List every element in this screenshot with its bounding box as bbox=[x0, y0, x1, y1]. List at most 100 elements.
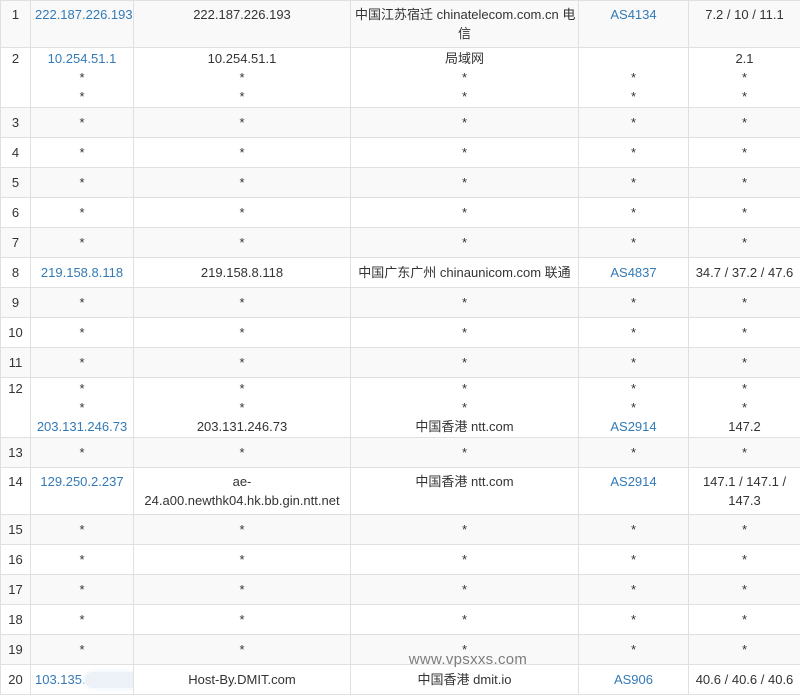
location-cell: * * 中国香港 ntt.com bbox=[350, 377, 579, 438]
hostname-cell: * bbox=[133, 347, 351, 378]
asn-cell: * * AS2914 bbox=[578, 377, 689, 438]
ip-link[interactable]: 10.254.51.1 bbox=[47, 51, 117, 66]
latency-cell: 34.7 / 37.2 / 47.6 bbox=[688, 257, 800, 288]
hop-number: 2 bbox=[0, 47, 31, 108]
latency-cell: * bbox=[688, 227, 800, 258]
latency-cell: 7.2 / 10 / 11.1 bbox=[688, 0, 800, 48]
hostname-cell: Host-By.DMIT.com bbox=[133, 664, 351, 695]
hop-number: 7 bbox=[0, 227, 31, 258]
location-cell: * bbox=[350, 287, 579, 318]
location-cell: * bbox=[350, 544, 579, 575]
hostname-cell: * bbox=[133, 574, 351, 605]
ip-cell: 219.158.8.118 bbox=[30, 257, 134, 288]
latency-cell: 2.1 * * bbox=[688, 47, 800, 108]
latency-cell: * bbox=[688, 544, 800, 575]
hostname-cell: * bbox=[133, 287, 351, 318]
latency-cell: * bbox=[688, 634, 800, 665]
asn-cell: * bbox=[578, 287, 689, 318]
ip-cell: * bbox=[30, 287, 134, 318]
asn-cell: * bbox=[578, 544, 689, 575]
ip-cell: * bbox=[30, 317, 134, 348]
location-cell: * bbox=[350, 137, 579, 168]
hop-number: 13 bbox=[0, 437, 31, 468]
asn-cell: * bbox=[578, 514, 689, 545]
asn-cell: * bbox=[578, 437, 689, 468]
asn-cell: * bbox=[578, 634, 689, 665]
ip-cell: * bbox=[30, 107, 134, 138]
location-cell: * bbox=[350, 604, 579, 635]
table-row: 7 * * * * * bbox=[0, 227, 800, 258]
table-row: 17 * * * * * bbox=[0, 574, 800, 605]
ip-link[interactable]: 129.250.2.237 bbox=[40, 474, 124, 489]
location-cell: * bbox=[350, 437, 579, 468]
hostname-cell: * bbox=[133, 634, 351, 665]
asn-cell: * bbox=[578, 317, 689, 348]
ip-cell: * bbox=[30, 437, 134, 468]
table-row: 18 * * * * * bbox=[0, 604, 800, 635]
ip-link[interactable]: 103.135. bbox=[35, 672, 86, 687]
asn-cell: AS4134 bbox=[578, 0, 689, 48]
location-cell: * bbox=[350, 107, 579, 138]
asn-link[interactable]: AS2914 bbox=[610, 474, 657, 489]
ip-cell: * bbox=[30, 167, 134, 198]
ip-link[interactable]: 203.131.246.73 bbox=[36, 419, 128, 434]
asn-cell: * bbox=[578, 137, 689, 168]
table-row: 2 10.254.51.1 * * 10.254.51.1 * * 局域网 * * * * 2.1 * * bbox=[0, 47, 800, 108]
asn-link[interactable]: AS4134 bbox=[610, 7, 657, 22]
hop-number: 5 bbox=[0, 167, 31, 198]
table-row: 14 129.250.2.237 ae- 24.a00.newthk04.hk.bb.… bbox=[0, 467, 800, 515]
latency-cell: * bbox=[688, 167, 800, 198]
asn-link[interactable]: AS2914 bbox=[610, 419, 657, 434]
hop-number: 14 bbox=[0, 467, 31, 515]
table-row: 3 * * * * * bbox=[0, 107, 800, 138]
latency-cell: * bbox=[688, 514, 800, 545]
asn-cell: * bbox=[578, 574, 689, 605]
hop-number: 17 bbox=[0, 574, 31, 605]
latency-cell: * bbox=[688, 574, 800, 605]
table-row: 15 * * * * * bbox=[0, 514, 800, 545]
ip-cell: * bbox=[30, 544, 134, 575]
hop-number: 1 bbox=[0, 0, 31, 48]
hop-number: 11 bbox=[0, 347, 31, 378]
table-row: 12 * * 203.131.246.73 * * 203.131.246.73 * * 中国香港… bbox=[0, 377, 800, 438]
table-row: 10 * * * * * bbox=[0, 317, 800, 348]
hostname-cell: * bbox=[133, 197, 351, 228]
hop-number: 20 bbox=[0, 664, 31, 695]
asn-cell: * bbox=[578, 347, 689, 378]
table-row: 19 * * * * * bbox=[0, 634, 800, 665]
latency-cell: * * 147.2 bbox=[688, 377, 800, 438]
table-row: 1 222.187.226.193 222.187.226.193 中国江苏宿迁 ch… bbox=[0, 0, 800, 48]
censored-ip-blur bbox=[84, 672, 133, 688]
latency-cell: * bbox=[688, 197, 800, 228]
hop-number: 4 bbox=[0, 137, 31, 168]
location-cell: * bbox=[350, 317, 579, 348]
hostname-cell: * bbox=[133, 514, 351, 545]
hop-number: 16 bbox=[0, 544, 31, 575]
asn-link[interactable]: AS906 bbox=[613, 672, 654, 687]
hop-number: 8 bbox=[0, 257, 31, 288]
asn-cell: * bbox=[578, 167, 689, 198]
ip-cell: * bbox=[30, 347, 134, 378]
hostname-cell: * bbox=[133, 167, 351, 198]
hostname-cell: * bbox=[133, 227, 351, 258]
hop-number: 9 bbox=[0, 287, 31, 318]
table-row: 13 * * * * * bbox=[0, 437, 800, 468]
hop-number: 18 bbox=[0, 604, 31, 635]
hop-number: 3 bbox=[0, 107, 31, 138]
hostname-cell: ae- 24.a00.newthk04.hk.bb.gin.ntt.net bbox=[133, 467, 351, 515]
hostname-cell: * bbox=[133, 137, 351, 168]
ip-cell: 222.187.226.193 bbox=[30, 0, 134, 48]
asn-cell: * bbox=[578, 197, 689, 228]
hop-number: 10 bbox=[0, 317, 31, 348]
ip-cell: * bbox=[30, 574, 134, 605]
hostname-cell: * bbox=[133, 437, 351, 468]
ip-link[interactable]: 219.158.8.118 bbox=[40, 265, 124, 280]
location-cell: 中国广东广州 chinaunicom.com 联通 bbox=[350, 257, 579, 288]
asn-link[interactable]: AS4837 bbox=[610, 265, 657, 280]
ip-cell: * bbox=[30, 634, 134, 665]
hop-number: 12 bbox=[0, 377, 31, 438]
ip-link[interactable]: 222.187.226.193 bbox=[35, 7, 133, 22]
asn-cell: * bbox=[578, 604, 689, 635]
